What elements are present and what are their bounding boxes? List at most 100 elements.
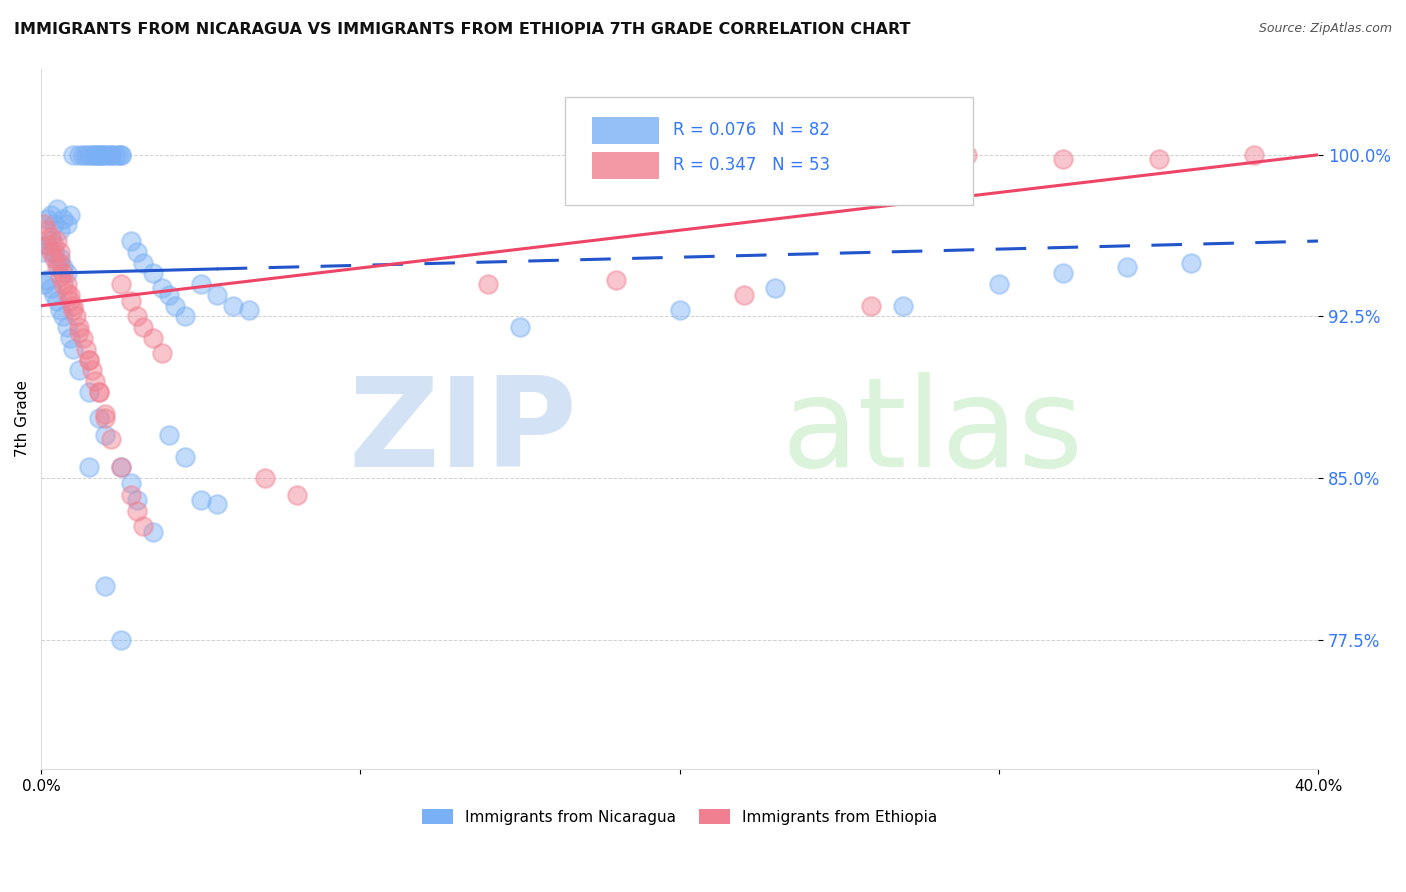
Point	[65, 310, 87, 324]
Point	[75, 342, 97, 356]
Point	[37, 273, 59, 287]
Point	[67, 320, 90, 334]
Point	[110, 460, 132, 475]
Point	[52, 266, 75, 280]
Text: R = 0.347   N = 53: R = 0.347 N = 53	[673, 156, 831, 174]
Point	[110, 148, 132, 162]
Point	[77, 384, 100, 399]
Point	[1052, 266, 1074, 280]
Point	[190, 492, 212, 507]
Point	[46, 202, 69, 216]
Point	[67, 148, 90, 162]
Point	[67, 363, 90, 377]
Point	[62, 342, 84, 356]
Y-axis label: 7th Grade: 7th Grade	[15, 380, 30, 458]
Point	[125, 310, 148, 324]
Point	[1115, 260, 1137, 274]
Point	[90, 148, 112, 162]
Point	[100, 433, 122, 447]
Point	[94, 428, 117, 442]
FancyBboxPatch shape	[592, 152, 659, 178]
Text: atlas: atlas	[782, 373, 1084, 493]
Point	[157, 428, 180, 442]
Point	[173, 450, 195, 464]
Point	[59, 288, 82, 302]
Point	[42, 217, 65, 231]
Point	[52, 260, 75, 274]
Point	[120, 234, 142, 248]
Point	[120, 475, 142, 490]
Point	[75, 148, 97, 162]
Point	[132, 320, 155, 334]
Point	[110, 148, 132, 162]
Point	[110, 460, 132, 475]
Point	[49, 255, 72, 269]
Point	[87, 384, 110, 399]
Point	[42, 244, 65, 259]
Point	[132, 255, 155, 269]
Point	[82, 148, 104, 162]
Point	[1180, 255, 1202, 269]
Point	[238, 303, 260, 318]
Point	[46, 260, 69, 274]
Point	[110, 277, 132, 292]
Point	[1147, 152, 1170, 166]
Point	[668, 303, 690, 318]
Point	[988, 277, 1011, 292]
Point	[84, 374, 107, 388]
Point	[253, 471, 276, 485]
Point	[125, 492, 148, 507]
Point	[1243, 148, 1265, 162]
Point	[37, 238, 59, 252]
Point	[77, 460, 100, 475]
Point	[37, 212, 59, 227]
Point	[62, 148, 84, 162]
Point	[142, 266, 165, 280]
Point	[39, 244, 62, 259]
Point	[142, 525, 165, 540]
Point	[87, 148, 110, 162]
Point	[103, 148, 125, 162]
Point	[120, 294, 142, 309]
Point	[67, 325, 90, 339]
Legend: Immigrants from Nicaragua, Immigrants from Ethiopia: Immigrants from Nicaragua, Immigrants fr…	[422, 809, 936, 825]
Point	[49, 252, 72, 266]
Point	[125, 503, 148, 517]
Point	[46, 255, 69, 269]
Point	[34, 244, 56, 259]
Point	[110, 632, 132, 647]
Text: ZIP: ZIP	[349, 373, 578, 493]
Point	[152, 346, 174, 360]
Point	[152, 281, 174, 295]
Point	[62, 299, 84, 313]
Point	[97, 148, 120, 162]
Point	[165, 299, 187, 313]
Point	[46, 234, 69, 248]
Point	[82, 363, 104, 377]
FancyBboxPatch shape	[565, 96, 973, 205]
Point	[52, 310, 75, 324]
FancyBboxPatch shape	[592, 117, 659, 144]
Point	[94, 407, 117, 421]
Point	[221, 299, 243, 313]
Point	[39, 208, 62, 222]
Point	[55, 217, 77, 231]
Point	[87, 384, 110, 399]
Point	[94, 410, 117, 425]
Point	[90, 148, 112, 162]
Point	[34, 277, 56, 292]
Point	[891, 299, 914, 313]
Point	[55, 320, 77, 334]
Point	[49, 223, 72, 237]
Point	[77, 352, 100, 367]
Point	[87, 410, 110, 425]
Point	[733, 288, 755, 302]
Point	[509, 320, 531, 334]
Point	[42, 238, 65, 252]
Point	[173, 310, 195, 324]
Point	[956, 148, 979, 162]
Point	[94, 579, 117, 593]
Point	[59, 208, 82, 222]
Point	[125, 244, 148, 259]
Point	[52, 277, 75, 292]
